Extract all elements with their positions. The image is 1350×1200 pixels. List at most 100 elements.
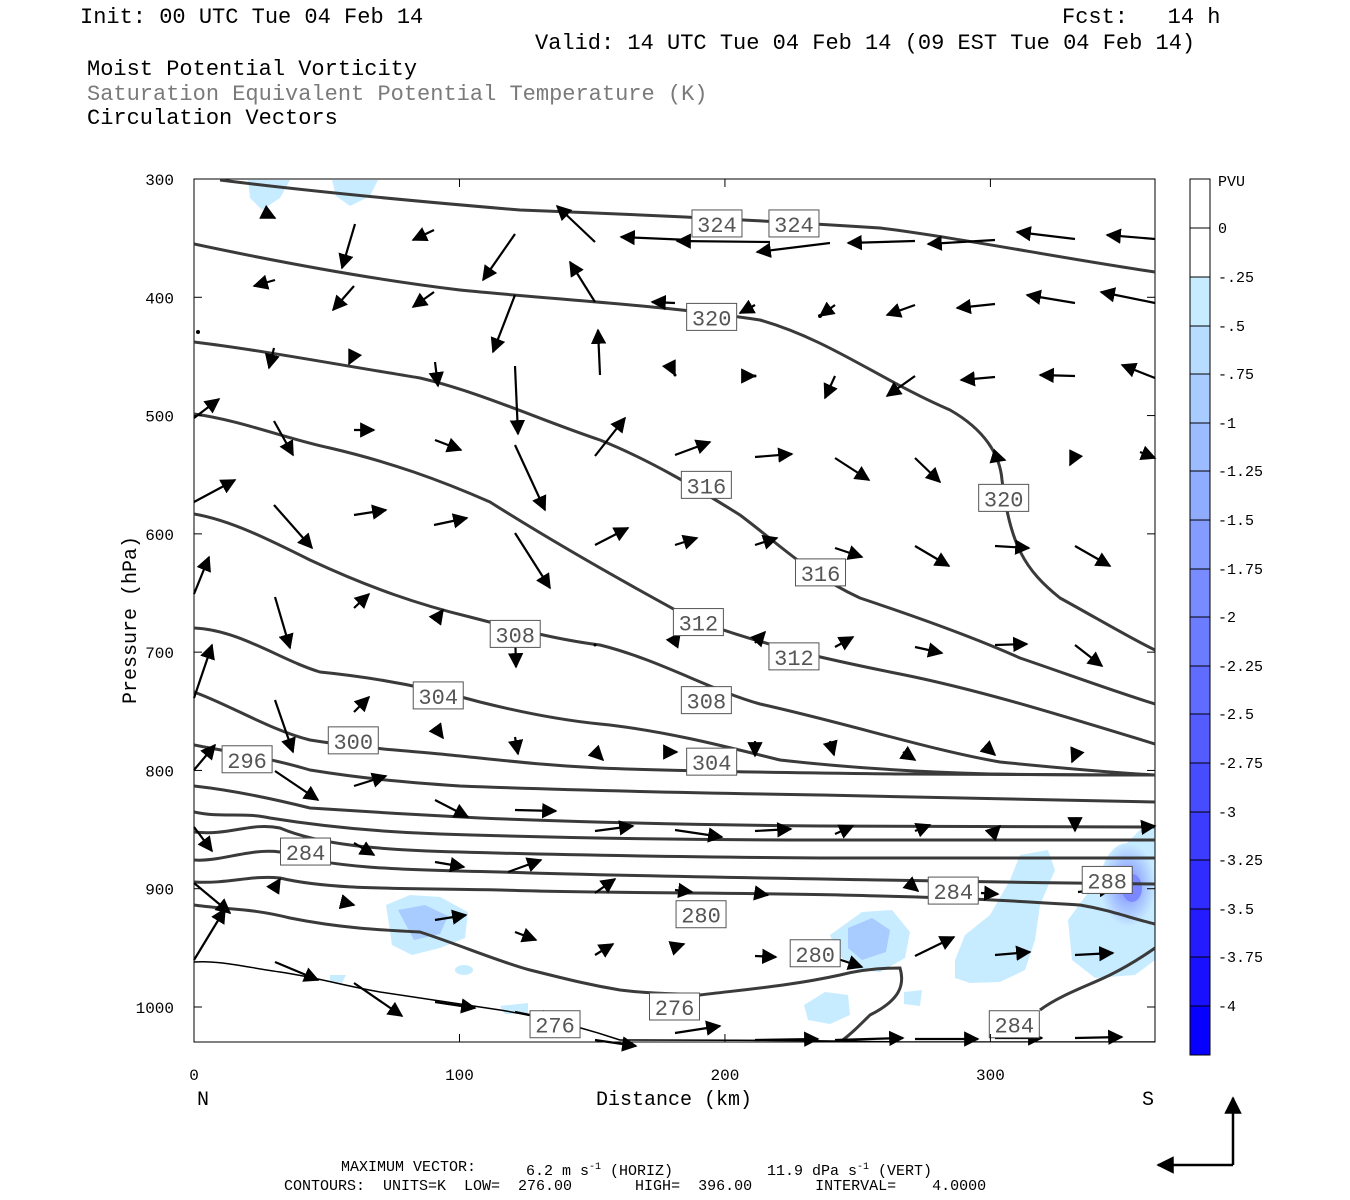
contours-info: CONTOURS: UNITS=K LOW= 276.00 HIGH= 396.… [284,1178,987,1195]
y-tick-label: 300 [145,172,174,190]
colorbar-swatch [1190,1006,1210,1055]
colorbar-swatch [1190,812,1210,860]
contour-label: 276 [529,1010,581,1040]
x-tick-label: 200 [711,1067,740,1085]
contour-label: 280 [789,939,841,969]
y-tick-label: 800 [145,763,174,781]
colorbar-label: -.25 [1218,270,1254,287]
contour-label: 300 [327,726,379,756]
colorbar-label: -2.5 [1218,707,1254,724]
contour-label-text: 312 [679,613,719,638]
contour-label-text: 276 [535,1015,575,1040]
max-vector-label: MAXIMUM VECTOR: [341,1159,477,1176]
colorbar-label: 0 [1218,221,1227,238]
contour-label-text: 324 [774,214,814,239]
contour-label: 304 [412,681,464,711]
colorbar-swatch [1190,617,1210,666]
contour-label-text: 320 [692,307,732,332]
contour-label-text: 312 [774,647,814,672]
contour-label: 284 [927,876,979,906]
colorbar-swatch [1190,326,1210,374]
colorbar-swatch [1190,471,1210,520]
colorbar-swatch [1190,277,1210,326]
vert-value: 11.9 dPa s [767,1163,858,1180]
colorbar-label: -3.75 [1218,950,1263,967]
contour-label: 296 [221,745,273,775]
contour-label: 320 [978,483,1030,513]
contour-label-text: 304 [418,686,458,711]
colorbar-swatch [1190,569,1210,617]
colorbar-swatch [1190,179,1210,228]
contour-label: 276 [649,992,700,1022]
colorbar-swatch [1190,860,1210,909]
colorbar-label: -3.5 [1218,902,1254,919]
pv-colorbar: 0 -.25 -.5 -.75 -1 -1.25 -1.5 -1.75 -2 -2.25 -2.5 -… [1189,178,1263,1056]
valid-time: Valid: 14 UTC Tue 04 Feb 14 (09 EST Tue … [535,31,1196,56]
contour-label: 288 [1081,865,1133,895]
contour-label: 324 [691,209,743,239]
contour-label-text: 284 [286,842,326,867]
colorbar-label: -.75 [1218,367,1254,384]
field-title-thetae: Saturation Equivalent Potential Temperat… [87,82,708,107]
circulation-vectors [192,204,1157,1052]
colorbar-swatch [1190,714,1210,763]
north-label: N [197,1089,209,1112]
x-tick-label: 300 [976,1067,1005,1085]
colorbar-swatch [1190,520,1210,569]
colorbar-label: -2.25 [1218,659,1263,676]
contour-label: 320 [686,302,738,332]
colorbar-label: -3 [1218,805,1236,822]
colorbar-swatch [1190,374,1210,423]
contour-label-text: 280 [795,944,835,969]
horiz-value: 6.2 m s [526,1163,590,1180]
colorbar-label: -1.5 [1218,513,1254,530]
colorbar-label: -2 [1218,610,1236,627]
contour-label: 284 [988,1010,1040,1040]
contour-label-text: 308 [495,624,535,649]
y-tick-label: 400 [145,290,174,308]
contour-label-text: 320 [984,488,1024,513]
contour-labels: 324 324 320 320 316 316 312 312 308 308 304 304 300 2… [221,209,1133,1040]
horiz-unit: (HORIZ) [610,1163,674,1180]
y-axis-label: Pressure (hPa) [120,536,143,704]
contour-label: 316 [680,470,732,500]
y-tick-label: 700 [145,645,174,663]
colorbar-swatch [1190,763,1210,812]
contour-label-text: 316 [801,563,841,588]
x-tick-label: 0 [189,1067,199,1085]
contour-label-text: 296 [227,750,267,775]
contour-label: 316 [795,558,847,588]
contour-label-text: 324 [697,214,737,239]
colorbar-swatch [1190,228,1210,277]
contour-label: 304 [686,747,738,777]
y-tick-label: 1000 [136,1000,174,1018]
contour-label: 312 [768,642,820,672]
horiz-exponent: -1 [589,1162,602,1173]
contour-label-text: 284 [994,1015,1034,1040]
contour-label-text: 280 [681,905,721,930]
colorbar-label: -1 [1218,416,1236,433]
contour-label: 324 [768,209,820,239]
contour-label: 280 [675,900,727,930]
contour-label: 308 [680,686,732,716]
contour-label-text: 284 [933,881,973,906]
x-axis-label: Distance (km) [596,1089,752,1112]
colorbar-title: PVU [1218,174,1245,191]
colorbar-swatch [1190,957,1210,1006]
colorbar-swatch [1190,423,1210,471]
field-title-vectors: Circulation Vectors [87,106,338,131]
reference-vector [1156,1096,1242,1174]
contour-label: 284 [279,837,331,867]
vert-unit: (VERT) [878,1163,933,1180]
plot-frame [193,178,1156,1043]
colorbar-label: -3.25 [1218,853,1263,870]
contour-label-text: 288 [1087,870,1127,895]
contour-label-text: 300 [333,731,373,756]
axes: 300 400 500 600 700 800 900 1000 0 100 200 300 [136,172,1155,1085]
y-tick-label: 500 [145,409,174,427]
max-vector-horiz: 6.2 m s-1 (HORIZ) [526,1156,673,1184]
colorbar-label: -1.25 [1218,464,1263,481]
colorbar-swatch [1190,666,1210,714]
colorbar-swatch [1190,909,1210,957]
